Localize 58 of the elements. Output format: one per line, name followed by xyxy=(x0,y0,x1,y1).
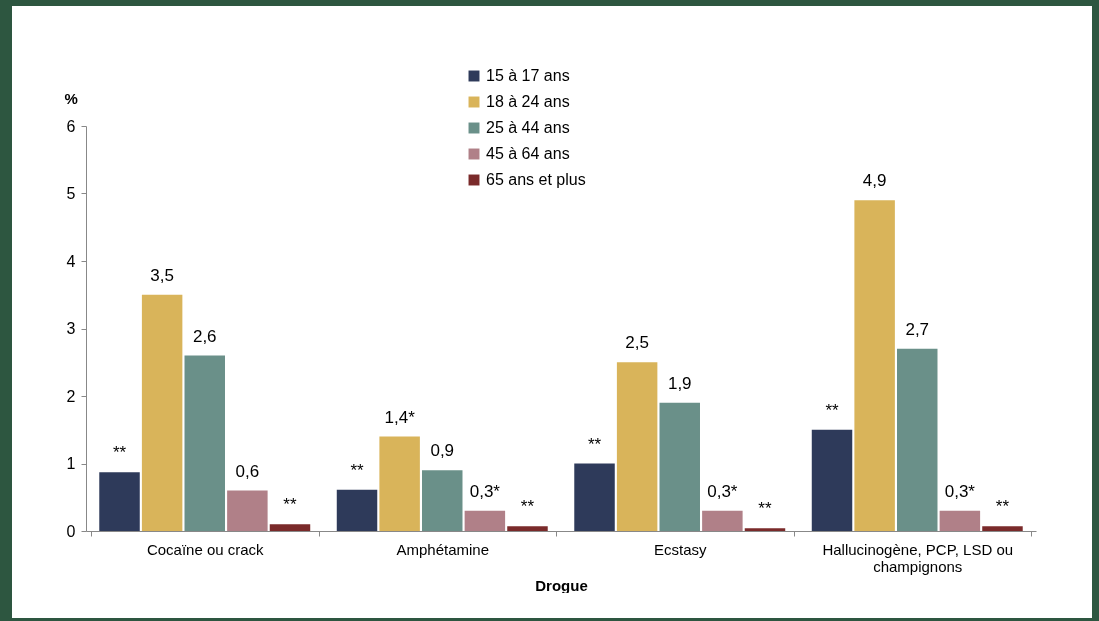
legend-label: 15 à 17 ans xyxy=(486,67,570,84)
data-label: ** xyxy=(112,443,127,463)
x-tick-label: Amphétamine xyxy=(396,540,490,558)
bar xyxy=(227,490,268,531)
data-label: 0,9 xyxy=(430,441,455,461)
bar xyxy=(982,526,1023,531)
bar xyxy=(702,510,743,531)
data-label: 3,5 xyxy=(150,265,174,285)
y-tick-label: 5 xyxy=(66,185,76,202)
bar xyxy=(336,489,378,531)
y-tick-label: 4 xyxy=(66,252,76,270)
bar xyxy=(141,294,183,531)
bar xyxy=(854,200,895,531)
data-label: ** xyxy=(758,499,772,519)
y-tick-label: 6 xyxy=(66,117,76,135)
bar xyxy=(99,472,140,531)
data-label: ** xyxy=(350,460,365,480)
legend-label: 65 ans et plus xyxy=(486,171,586,188)
y-tick-label: 2 xyxy=(66,387,76,405)
y-tick-label: 3 xyxy=(66,320,76,337)
bar xyxy=(811,429,853,531)
data-label: 0,3* xyxy=(707,481,738,501)
data-label: 0,6 xyxy=(235,461,260,481)
data-label: ** xyxy=(283,495,297,515)
bar xyxy=(744,528,786,531)
data-label: 0,3* xyxy=(944,481,976,501)
y-tick-label: 0 xyxy=(66,522,76,540)
x-tick-label: Ecstasy xyxy=(653,540,708,558)
data-label: 1,4* xyxy=(384,407,416,427)
bar xyxy=(379,436,420,531)
bar xyxy=(939,510,981,531)
data-label: ** xyxy=(587,434,602,454)
data-label: ** xyxy=(825,400,840,420)
x-tick-label: Cocaïne ou crack xyxy=(146,540,265,558)
x-tick-label: Hallucinogène, PCP, LSD ou champignons xyxy=(822,540,1014,575)
bar xyxy=(422,470,463,531)
data-label: ** xyxy=(520,497,535,517)
bar xyxy=(184,355,225,531)
legend-label: 25 à 44 ans xyxy=(486,119,570,136)
bar xyxy=(897,348,938,531)
bar xyxy=(464,510,506,531)
data-label: 2,5 xyxy=(625,333,649,353)
bar xyxy=(269,524,311,531)
y-axis-title: % xyxy=(64,89,78,107)
y-tick-label: 1 xyxy=(66,455,76,472)
data-label: 0,3* xyxy=(469,481,501,501)
data-label: 2,7 xyxy=(905,319,930,339)
x-axis-title: Drogue xyxy=(535,576,588,594)
data-label: 1,9 xyxy=(667,373,692,393)
bar xyxy=(616,362,658,531)
legend-label: 45 à 64 ans xyxy=(486,145,570,162)
bar xyxy=(574,463,615,531)
bar xyxy=(507,526,548,531)
data-label: 4,9 xyxy=(862,171,887,191)
bar xyxy=(659,402,700,531)
data-label: 2,6 xyxy=(192,326,217,346)
legend-label: 18 à 24 ans xyxy=(486,93,570,110)
data-label: ** xyxy=(995,497,1010,517)
